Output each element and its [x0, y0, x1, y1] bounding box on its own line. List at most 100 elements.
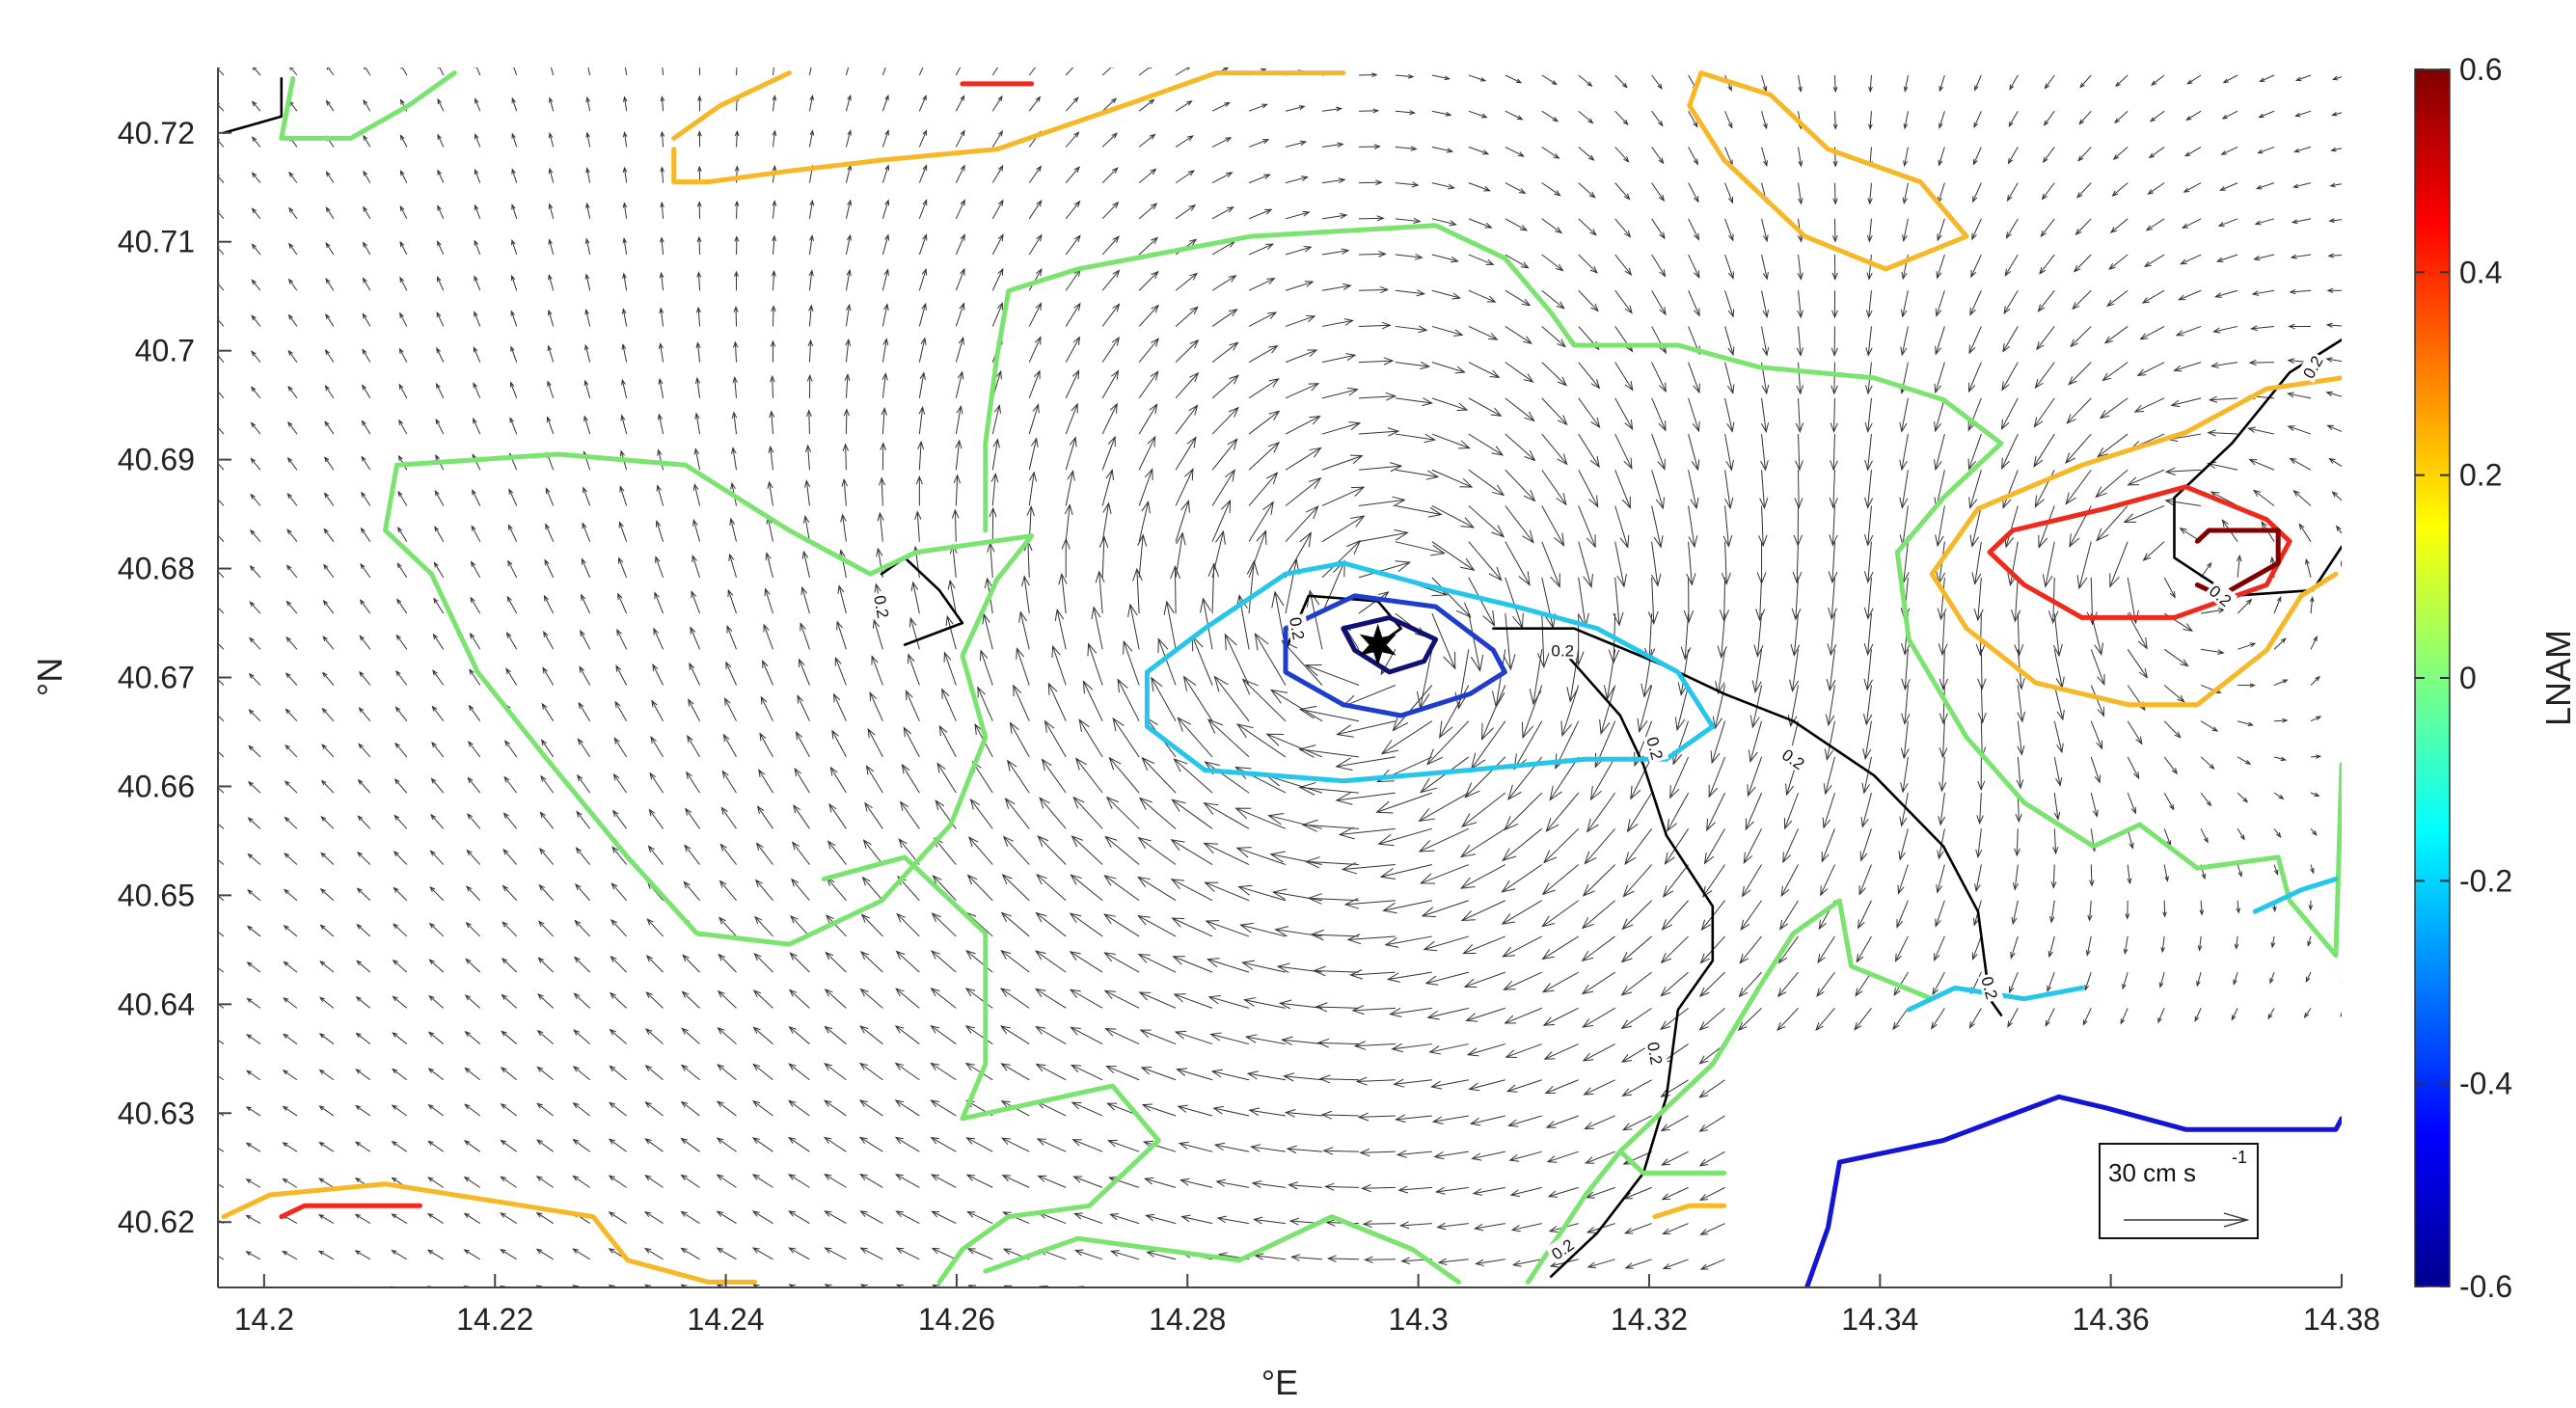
velocity-vector — [1967, 397, 1982, 432]
velocity-vector — [1204, 881, 1250, 902]
velocity-vector — [287, 278, 298, 291]
velocity-vector — [572, 1175, 590, 1188]
velocity-vector — [500, 1212, 517, 1225]
velocity-vector — [1178, 1141, 1213, 1152]
velocity-vector — [2001, 433, 2019, 470]
velocity-vector — [1761, 147, 1768, 168]
velocity-vector — [1028, 336, 1042, 363]
velocity-vector — [1047, 682, 1067, 721]
velocity-vector — [1542, 1007, 1579, 1026]
velocity-vector — [1968, 470, 1982, 510]
velocity-vector — [845, 233, 853, 256]
velocity-vector — [2289, 288, 2312, 295]
velocity-vector — [507, 524, 518, 542]
velocity-vector — [1936, 254, 1945, 280]
velocity-vector — [931, 912, 957, 937]
velocity-vector — [1143, 1177, 1177, 1188]
velocity-vector — [1582, 1007, 1615, 1028]
velocity-vector — [1176, 1068, 1213, 1081]
velocity-vector — [2254, 218, 2275, 226]
velocity-vector — [1466, 1043, 1505, 1057]
velocity-vector — [1741, 864, 1762, 898]
velocity-vector — [859, 1174, 883, 1188]
velocity-vector — [502, 812, 518, 829]
velocity-vector — [245, 1251, 261, 1260]
velocity-vector — [393, 814, 408, 829]
velocity-vector — [218, 1075, 225, 1081]
velocity-vector — [1651, 541, 1662, 587]
velocity-vector — [2341, 979, 2342, 982]
velocity-vector — [1379, 864, 1432, 880]
velocity-vector — [286, 493, 298, 506]
velocity-vector — [1065, 166, 1080, 183]
velocity-vector — [917, 440, 925, 471]
velocity-vector — [1624, 1259, 1652, 1269]
velocity-vector — [2039, 254, 2055, 275]
velocity-vector — [2040, 218, 2055, 238]
velocity-vector — [965, 950, 993, 973]
velocity-vector — [824, 1284, 832, 1287]
velocity-vector — [1431, 254, 1459, 263]
velocity-vector — [955, 199, 965, 220]
velocity-vector — [1215, 1178, 1250, 1188]
velocity-vector — [660, 166, 665, 183]
velocity-vector — [824, 1099, 847, 1117]
velocity-vector — [1621, 1115, 1652, 1131]
velocity-vector — [918, 129, 928, 148]
velocity-vector — [506, 595, 518, 614]
velocity-vector — [2345, 901, 2348, 908]
velocity-vector — [1101, 435, 1116, 471]
svg-text:0.2: 0.2 — [1643, 1041, 1666, 1067]
velocity-vector — [548, 96, 555, 112]
velocity-vector — [1248, 208, 1273, 220]
velocity-vector — [991, 404, 1002, 435]
velocity-vector — [391, 1213, 408, 1225]
velocity-vector — [428, 922, 445, 937]
velocity-vector — [1468, 325, 1499, 340]
velocity-vector — [1248, 278, 1276, 291]
velocity-vector — [1211, 137, 1233, 148]
velocity-vector — [2008, 110, 2019, 128]
velocity-vector — [1505, 1043, 1542, 1058]
velocity-vector — [612, 772, 628, 794]
velocity-vector — [1505, 74, 1523, 84]
velocity-vector — [999, 988, 1030, 1009]
lnam-contour — [1144, 560, 1716, 784]
velocity-vector — [325, 312, 335, 327]
velocity-vector — [1651, 147, 1665, 165]
velocity-vector — [1020, 575, 1030, 614]
velocity-vector — [2090, 756, 2101, 784]
velocity-vector — [1358, 496, 1406, 507]
velocity-vector — [218, 389, 225, 399]
velocity-vector — [824, 1063, 847, 1081]
velocity-vector — [1614, 182, 1631, 201]
velocity-vector — [2090, 792, 2099, 818]
velocity-vector — [1386, 971, 1432, 983]
velocity-vector — [1661, 1151, 1689, 1166]
velocity-vector — [465, 921, 481, 937]
velocity-vector — [1502, 827, 1543, 862]
velocity-vector — [2199, 900, 2205, 916]
velocity-vector — [2347, 828, 2352, 833]
velocity-vector — [501, 993, 518, 1009]
velocity-vector — [1541, 900, 1580, 928]
velocity-vector — [547, 309, 555, 327]
velocity-vector — [1975, 613, 1986, 657]
velocity-vector — [991, 302, 1003, 327]
velocity-vector — [1358, 529, 1409, 543]
velocity-vector — [1316, 1038, 1359, 1048]
velocity-vector — [834, 656, 847, 686]
velocity-vector — [1710, 720, 1726, 765]
velocity-vector — [356, 923, 371, 937]
velocity-vector — [1688, 290, 1700, 317]
velocity-vector — [1087, 642, 1103, 686]
velocity-vector — [466, 849, 481, 865]
velocity-vector — [1614, 541, 1627, 588]
velocity-vector — [1902, 218, 1909, 243]
velocity-vector — [326, 68, 335, 76]
velocity-vector — [1175, 499, 1190, 542]
velocity-vector — [1358, 285, 1390, 294]
velocity-vector — [734, 235, 740, 256]
velocity-vector — [964, 988, 993, 1009]
velocity-vector — [2259, 74, 2275, 82]
